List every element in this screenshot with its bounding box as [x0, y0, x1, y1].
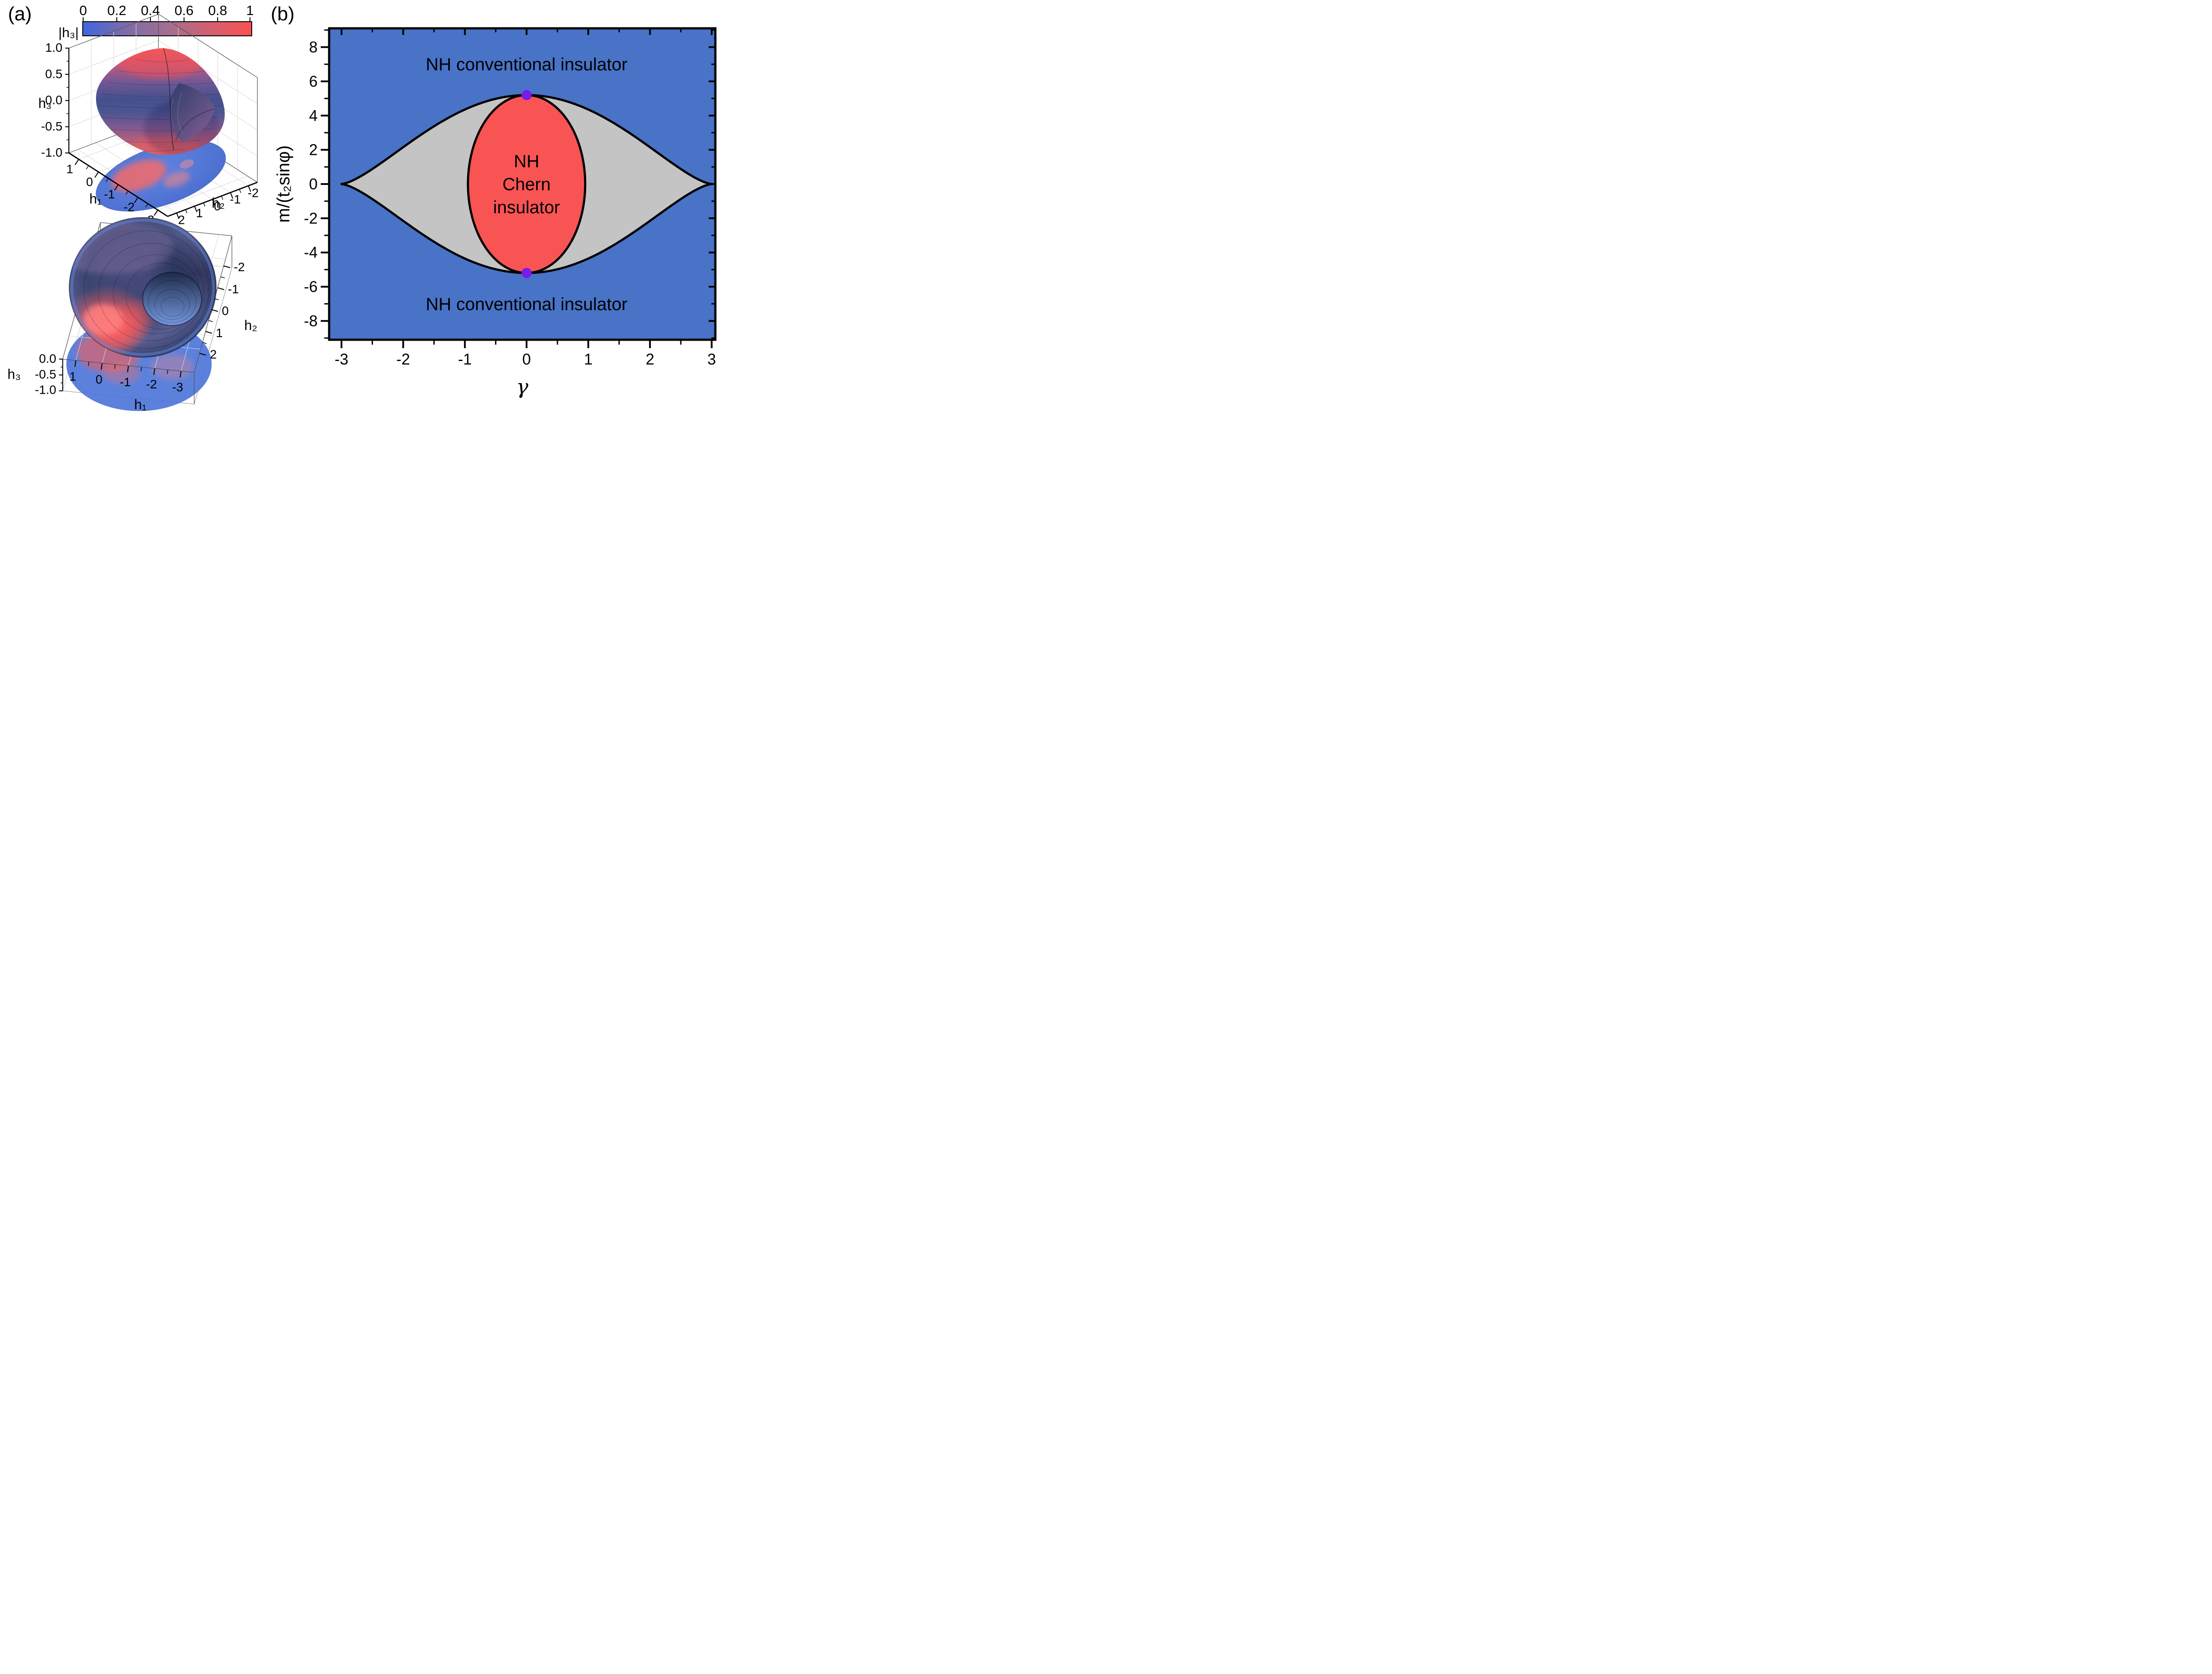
y-tick-label: 0: [309, 176, 318, 193]
colorbar-tick-label: 0.2: [107, 3, 127, 18]
y-tick-label: -6: [304, 278, 318, 296]
z-tick-label: 0.0: [39, 352, 56, 365]
x-tick-label: 0: [86, 175, 93, 189]
colorbar-tick: [217, 17, 218, 21]
x-axis-label: γ: [516, 375, 529, 399]
z-tick-label: -0.5: [35, 367, 56, 381]
x-axis-label: h₁: [89, 191, 102, 207]
colorbar-tick: [116, 17, 117, 21]
x-tick-label: -2: [396, 351, 410, 368]
z-axis-label: h₃: [8, 366, 21, 382]
x-tick-label: -2: [146, 377, 157, 391]
x-tick-label: 0: [522, 351, 531, 368]
x-tick-label: -3: [172, 380, 183, 394]
x-tick-label: -1: [458, 351, 472, 368]
transition-point: [521, 90, 532, 100]
panel-b-label: (b): [271, 3, 295, 25]
y-tick-label: -2: [234, 260, 245, 274]
surface-blob: [96, 48, 225, 155]
phase-diagram: -3 -2 -1 0 1 2 3 8 6 4 2 0 -2 -4 -6 -8 NH conventional i…: [274, 27, 717, 399]
y-tick-label: 2: [210, 348, 217, 361]
y-tick-label: 6: [309, 73, 318, 90]
y-tick-label: 0: [214, 200, 221, 213]
z-axis-label: h₃: [38, 96, 52, 111]
panel-a-label: (a): [8, 3, 32, 25]
region-label-top: NH conventional insulator: [426, 55, 627, 74]
x-tick-label: -2: [123, 200, 134, 214]
y-tick-label: -1: [228, 282, 239, 296]
x-tick-label: 1: [66, 162, 73, 176]
z-tick-label: 1.0: [45, 41, 62, 54]
colorbar-gradient: [82, 21, 252, 36]
region-label-center: NH: [514, 152, 539, 171]
x-tick-label: 2: [645, 351, 654, 368]
surface-plot-top-view: 0.0 -0.5 -1.0 h₃ 1 0 -1 -2 -3 h₁ -2 -1 0…: [8, 217, 257, 412]
x-tick-label: 0: [96, 372, 103, 386]
x-tick-label: 3: [707, 351, 716, 368]
y-axis-label: m/(t₂sinφ): [274, 146, 293, 223]
floor-projection: [96, 140, 226, 212]
x-tick-label: -1: [120, 375, 131, 389]
torus-surface: [69, 217, 217, 358]
y-tick-label: -4: [304, 244, 318, 261]
y-tick-label: 2: [178, 213, 185, 227]
surface-plot-side-view: 1.0 0.5 0.0 -0.5 -1.0 h₃ 1 0 -1 -2 -3 h₁…: [38, 14, 259, 227]
y-tick-label: -2: [248, 186, 259, 200]
y-axis-label: h₂: [212, 195, 225, 211]
x-axis-label: h₁: [134, 397, 146, 412]
tick-marks: [59, 265, 230, 392]
colorbar-tick: [83, 17, 84, 21]
colorbar-tick-label: 0.4: [141, 3, 160, 18]
z-tick-label: 0.0: [45, 93, 62, 107]
colorbar-tick-label: 0: [79, 3, 87, 18]
y-tick-label: -2: [304, 210, 318, 227]
x-tick-label: 1: [584, 351, 592, 368]
region-label-center: insulator: [493, 198, 560, 217]
tick-marks: [65, 47, 251, 219]
colorbar-tick-label: 0.6: [174, 3, 194, 18]
colorbar-tick-label: 1: [246, 3, 254, 18]
z-tick-label: -0.5: [41, 119, 62, 133]
y-tick-label: 1: [216, 326, 223, 340]
region-label-bottom: NH conventional insulator: [426, 295, 627, 314]
colorbar-tick: [150, 17, 151, 21]
y-tick-label: 2: [309, 142, 318, 159]
x-tick-label: -3: [334, 351, 348, 368]
y-tick-label: 0: [222, 304, 229, 318]
z-tick-label: -1.0: [35, 383, 56, 397]
z-tick-label: -1.0: [41, 146, 62, 159]
y-tick-label: -1: [230, 192, 241, 206]
z-tick-label: 0.5: [45, 67, 62, 81]
x-tick-label: -1: [104, 188, 115, 201]
y-tick-label: -8: [304, 312, 318, 330]
figure: (a) (b) |h₃| 0 0.2 0.4 0.6 0.8 1: [0, 0, 719, 418]
y-tick-label: 4: [309, 107, 318, 124]
transition-point: [521, 268, 532, 278]
y-axis-label: h₂: [244, 318, 257, 333]
colorbar-label: |h₃|: [58, 25, 79, 40]
region-label-center: Chern: [503, 175, 551, 194]
y-tick-label: 1: [196, 206, 203, 220]
plot-border: [328, 27, 717, 341]
x-tick-label: 1: [69, 370, 77, 384]
y-tick-label: 8: [309, 39, 318, 56]
colorbar-tick-label: 0.8: [208, 3, 227, 18]
